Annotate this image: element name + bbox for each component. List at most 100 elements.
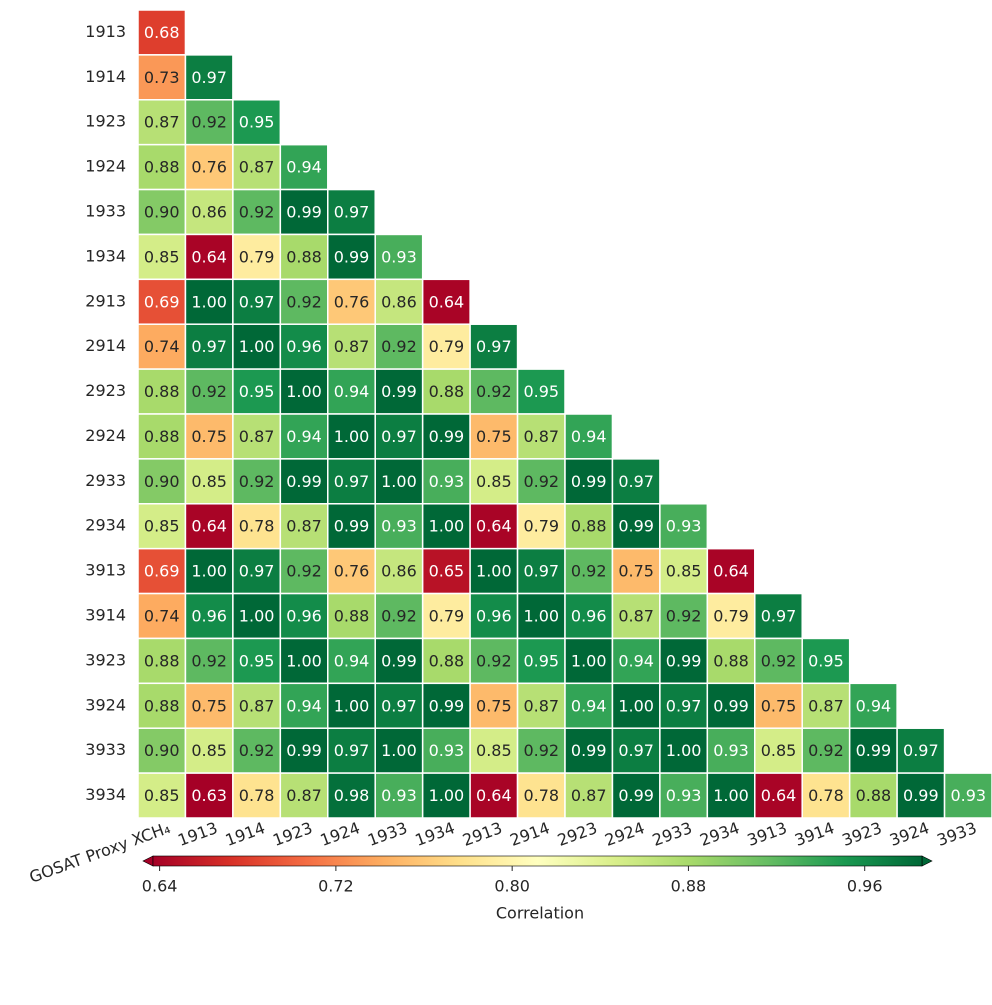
cell-label: 0.99 [713,696,749,715]
cell-label: 0.87 [144,113,180,132]
cell-label: 0.79 [523,517,559,536]
cell-label: 0.97 [334,203,370,222]
cell-label: 1.00 [429,517,465,536]
cell-label: 1.00 [618,696,654,715]
cell [137,368,187,415]
x-tick-label: 3913 [745,818,790,850]
cell-label: 0.95 [239,651,275,670]
cell-label: 1.00 [523,607,559,626]
cell-label: 0.95 [523,651,559,670]
cell [137,503,187,550]
cell-label: 0.93 [381,517,417,536]
cell-label: 0.88 [713,651,749,670]
cell-label: 0.93 [666,517,702,536]
cell [611,637,661,685]
cell [184,233,234,281]
cell-label: 0.79 [429,337,465,356]
cell-label: 0.99 [286,741,322,760]
cell-label: 0.85 [476,741,512,760]
x-tick-label: 1923 [270,818,315,850]
cell-label: 0.64 [476,786,512,805]
cell-label: 1.00 [239,337,275,356]
cell-label: 0.68 [144,23,180,42]
cell-label: 0.92 [239,203,275,222]
cell-label: 0.88 [334,607,370,626]
cell-label: 0.75 [191,696,227,715]
x-tick-label: 3933 [934,818,979,850]
cell [469,503,519,550]
cell-label: 0.64 [476,517,512,536]
cell [232,547,282,595]
cell-label: 0.87 [523,427,559,446]
cell-label: 0.93 [713,741,749,760]
cell [232,503,282,550]
cell-label: 0.65 [429,562,465,581]
cell-label: 0.78 [239,786,275,805]
x-tick-label: 2923 [555,818,600,850]
cell-label: 0.95 [808,651,844,670]
cell [659,503,709,550]
cell-label: 1.00 [429,786,465,805]
y-tick-label: 2924 [85,426,126,445]
cell-label: 0.79 [239,247,275,266]
cell-label: 0.75 [476,696,512,715]
cell [232,323,282,370]
cell-label: 0.96 [286,607,322,626]
cell-label: 0.93 [950,786,986,805]
cell [421,503,471,550]
cell [801,727,851,774]
cell-label: 0.93 [429,472,465,491]
cell-label: 0.92 [523,472,559,491]
cell-label: 0.95 [239,113,275,132]
cell [327,637,376,685]
cell-label: 0.93 [381,786,417,805]
cell-label: 1.00 [191,292,227,311]
cell [184,188,234,236]
cell [327,233,376,281]
cell [516,458,566,505]
cell-label: 0.97 [381,427,417,446]
cell [564,503,614,550]
cell-label: 1.00 [666,741,702,760]
cell-label: 0.99 [429,427,465,446]
cell-label: 0.97 [666,696,702,715]
cell-label: 0.87 [239,696,275,715]
cell-label: 0.88 [144,382,180,401]
cell-label: 0.99 [571,472,607,491]
cell-label: 0.97 [618,741,654,760]
cell-label: 0.63 [191,786,227,805]
cell [184,503,234,550]
cell-label: 0.95 [239,382,275,401]
y-tick-label: 3934 [85,785,126,804]
cell [421,772,471,819]
cell-label: 0.85 [761,741,797,760]
cell [279,233,329,281]
cell [421,682,471,729]
cell-label: 0.85 [144,517,180,536]
cell [137,323,187,370]
y-tick-label: 3933 [85,740,126,759]
cell-label: 0.85 [144,786,180,805]
cell-label: 0.88 [429,382,465,401]
cell [516,772,566,819]
cell [184,143,234,191]
cell-label: 0.75 [476,427,512,446]
cell-label: 0.97 [523,562,559,581]
x-tick-label: 2924 [602,818,647,850]
cell [848,682,898,729]
cell-label: 0.76 [191,158,227,177]
colorbar-tick-label: 0.96 [847,877,883,896]
cell-label: 0.74 [144,337,180,356]
cell-label: 0.92 [381,337,417,356]
cell-label: 0.97 [618,472,654,491]
cell [469,682,519,729]
cell [137,413,187,460]
y-tick-label: 2934 [85,516,126,535]
cell-label: 0.98 [334,786,370,805]
cell-label: 0.99 [618,786,654,805]
cell-label: 0.92 [523,741,559,760]
cell-label: 0.96 [286,337,322,356]
cell [516,368,566,415]
cell [516,727,566,774]
cell-label: 0.87 [571,786,607,805]
